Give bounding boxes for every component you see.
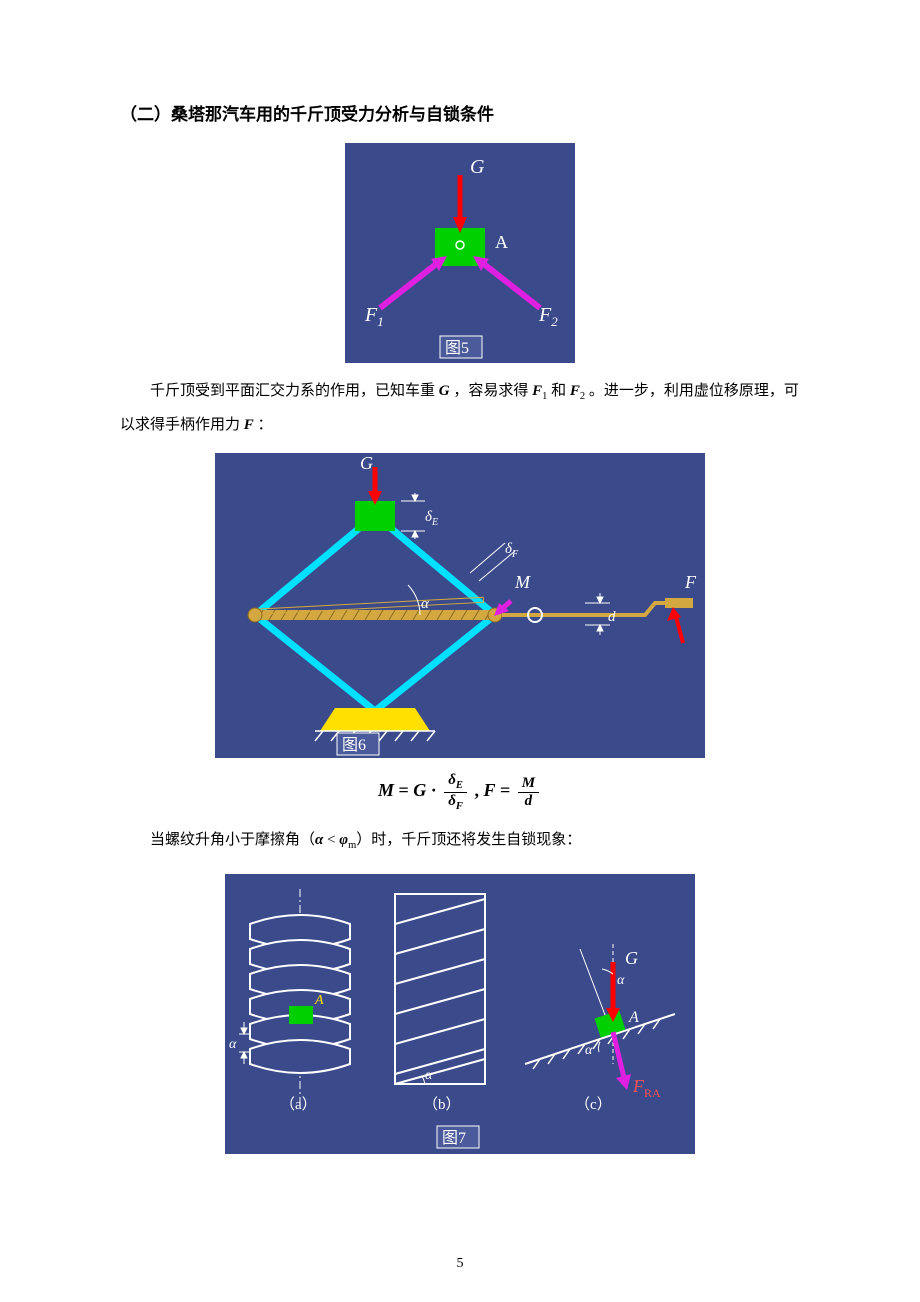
fig6-label-F: F [684,572,697,592]
fig6-label-M: M [514,572,531,592]
page-number: 5 [457,1256,464,1272]
figure-6: G δE δF α M d F 图6 [215,453,705,758]
svg-text:α: α [617,973,625,988]
fig7-label-G: G [625,948,638,968]
svg-text:A: A [314,993,324,1008]
fig5-label-G: G [470,156,485,178]
fig5-label-A: A [495,232,508,252]
fig6-label-alpha: α [421,596,430,612]
fig6-caption: 图6 [342,737,366,754]
svg-text:α: α [425,1068,433,1083]
fig7-sublabel-a: （a） [280,1096,317,1113]
fig7-caption: 图7 [442,1130,466,1147]
fig7-sublabel-c: （c） [575,1096,612,1113]
paragraph-1: 千斤顶受到平面汇交力系的作用，已知车重 G ，容易求得 F1 和 F2 。进一步… [120,377,800,439]
figure-5: G A F1 F2 图5 [345,143,575,363]
fig5-caption: 图5 [445,340,469,357]
equation-1: M = G · δEδF , F = Md [120,772,800,812]
fig7-label-A: A [628,1009,639,1026]
fig6-label-G: G [360,453,373,473]
svg-text:α: α [229,1037,237,1052]
svg-text:α: α [585,1043,593,1058]
fig7-sublabel-b: （b） [423,1096,461,1113]
figure-7: A α （a） α （b） [225,874,695,1154]
section-heading: （二）桑塔那汽车用的千斤顶受力分析与自锁条件 [120,100,800,125]
fig6-label-d: d [608,609,616,625]
paragraph-2: 当螺纹升角小于摩擦角（α < φm）时，千斤顶还将发生自锁现象： [120,826,800,860]
